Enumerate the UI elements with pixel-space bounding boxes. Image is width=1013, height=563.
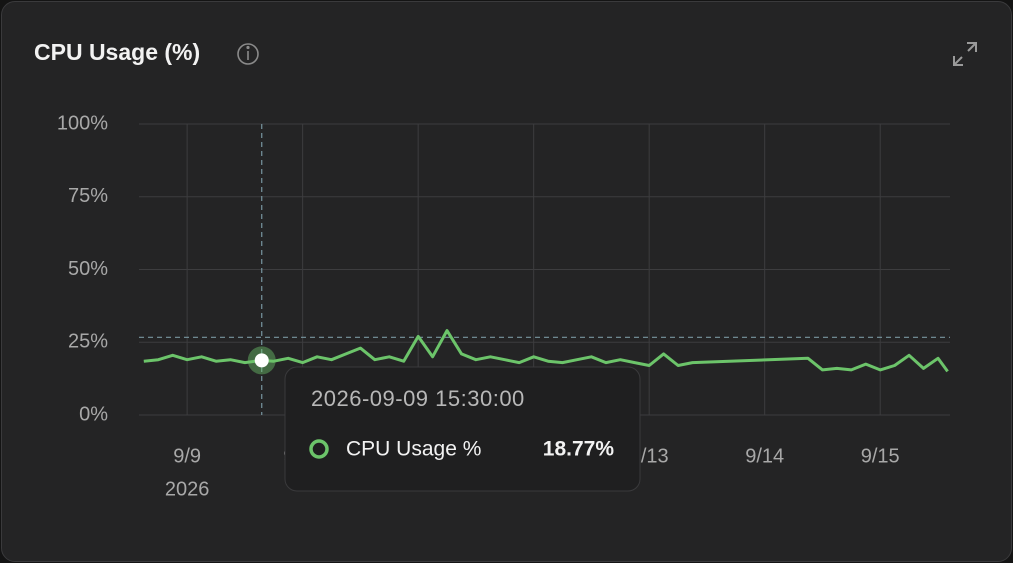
tooltip: 2026-09-09 15:30:00 CPU Usage % 18.77% [284,366,641,492]
y-tick-label: 50% [68,258,108,280]
tooltip-box [284,366,641,492]
y-tick-label: 75% [68,185,108,207]
hover-point [254,353,269,368]
tooltip-series-name: CPU Usage % [346,438,481,461]
tooltip-swatch [309,439,329,459]
x-tick-label: 9/14 [745,445,784,467]
y-tick-label: 0% [79,403,108,425]
x-year-label: 2026 [165,478,210,500]
plot: 0%25%50%75%100%9/920269/109/119/129/139/… [57,112,950,500]
tooltip-time: 2026-09-09 15:30:00 [311,386,525,411]
expand-icon[interactable] [953,42,977,66]
chart-title: CPU Usage (%) [34,39,200,65]
tooltip-value: 18.77% [543,438,615,461]
info-icon[interactable] [237,43,259,65]
x-tick-label: 9/15 [861,445,900,467]
x-tick-label: 9/9 [173,445,201,467]
y-tick-label: 100% [57,112,108,134]
y-tick-label: 25% [68,331,108,353]
